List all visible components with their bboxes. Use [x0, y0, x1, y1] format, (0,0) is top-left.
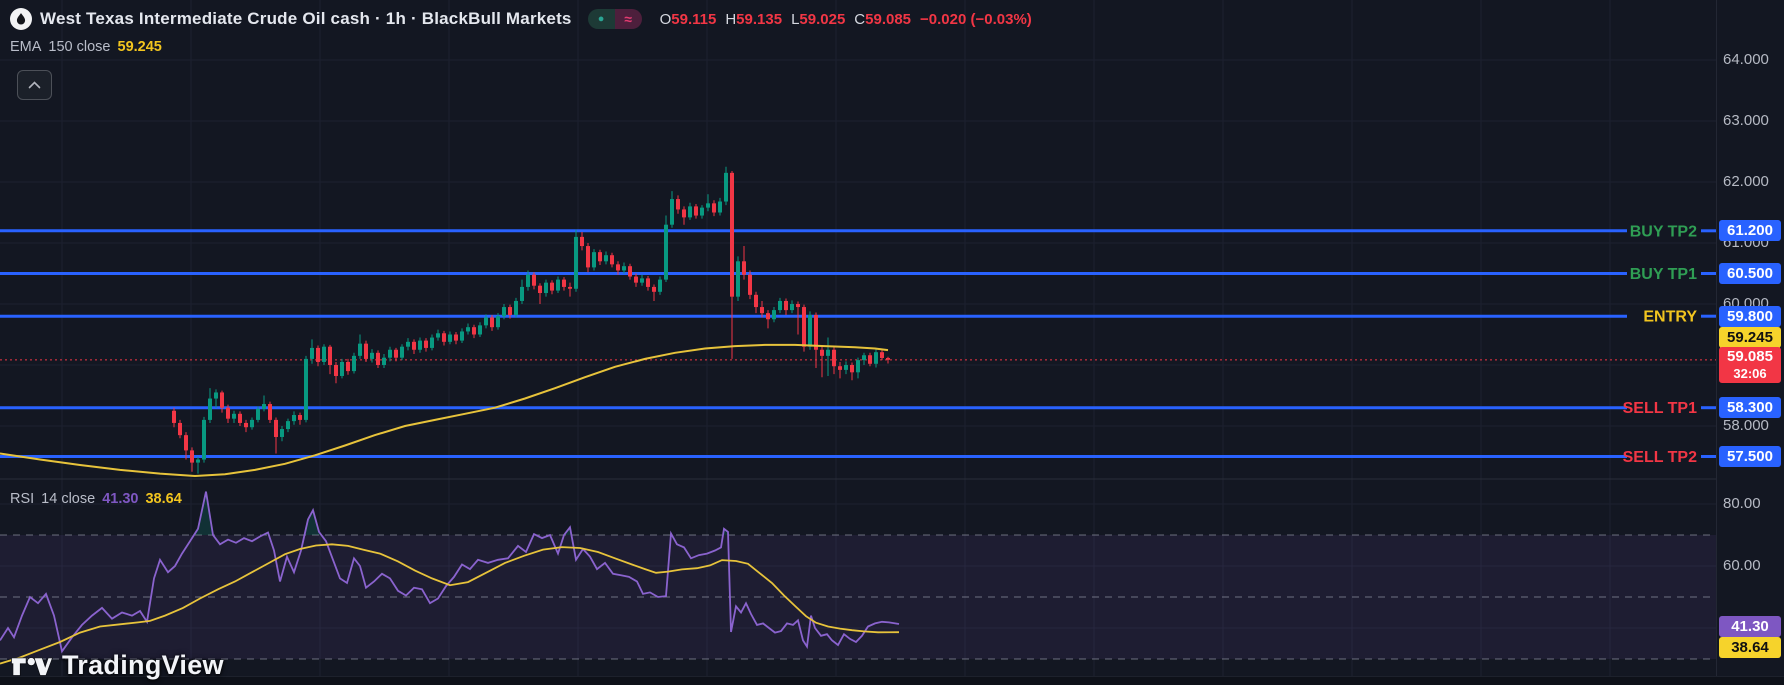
- ohlc-pair: L59.025: [791, 11, 845, 28]
- axis-tick: 62.000: [1723, 173, 1769, 190]
- ema-legend-params: 150 close: [48, 39, 111, 55]
- pane-collapse-button[interactable]: [17, 70, 52, 100]
- ohlc-key: L: [791, 10, 800, 28]
- level-label-entry: ENTRY: [1643, 309, 1697, 326]
- axis-tick: 64.000: [1723, 51, 1769, 68]
- rsi-ma-legend-value: 38.64: [145, 491, 182, 507]
- axis-tick: 63.000: [1723, 112, 1769, 129]
- rsi-line: [0, 491, 900, 654]
- rsi-legend-value: 41.30: [102, 491, 139, 507]
- last-price-label[interactable]: 59.085 32:06: [1719, 347, 1781, 383]
- oil-drop-icon: [10, 8, 32, 30]
- ohlc-value: 59.115: [671, 10, 717, 28]
- rsi-legend-params: 14 close: [41, 491, 96, 507]
- countdown-timer: 32:06: [1733, 365, 1767, 381]
- level-label-buy-tp2: BUY TP2: [1630, 223, 1697, 240]
- ohlc-key: C: [854, 10, 866, 28]
- rsi-price-label-value: 41.30: [1731, 617, 1769, 635]
- level-label-sell-tp2: SELL TP2: [1623, 449, 1697, 466]
- level-label-sell-tp1: SELL TP1: [1623, 400, 1697, 417]
- level-price-label-buy-tp1[interactable]: 60.500: [1719, 263, 1781, 284]
- ohlc-pair: H59.135: [725, 11, 782, 28]
- tradingview-watermark[interactable]: TradingView: [10, 650, 224, 681]
- tradingview-logo-icon: [11, 656, 54, 676]
- level-price-label-buy-tp1-value: 60.500: [1727, 265, 1773, 282]
- time-axis-strip[interactable]: [0, 676, 1784, 685]
- watermark-text: TradingView: [62, 650, 224, 680]
- market-status-pill[interactable]: ● ≈: [587, 9, 642, 29]
- rsi-ma-price-label[interactable]: 38.64: [1719, 636, 1781, 658]
- level-price-label-sell-tp1-value: 58.300: [1727, 399, 1773, 417]
- chart-svg: BUY TP2 BUY TP1 ENTRY SELL TP1 SELL TP2: [0, 0, 1716, 676]
- symbol-header: West Texas Intermediate Crude Oil cash ·…: [10, 8, 1032, 30]
- level-price-label-sell-tp2-value: 57.500: [1727, 448, 1773, 465]
- ohlc-key: O: [659, 10, 672, 28]
- level-price-label-sell-tp1[interactable]: 58.300: [1719, 397, 1781, 419]
- chart-canvas[interactable]: BUY TP2 BUY TP1 ENTRY SELL TP1 SELL TP2: [0, 0, 1716, 676]
- level-label-buy-tp1: BUY TP1: [1630, 266, 1697, 283]
- ema-price-label[interactable]: 59.245: [1719, 326, 1781, 348]
- realtime-dot-icon: ●: [597, 12, 605, 25]
- chevron-up-icon: [28, 81, 41, 89]
- level-price-label-buy-tp2[interactable]: 61.200: [1719, 220, 1781, 242]
- axis-tick: 58.000: [1723, 417, 1769, 434]
- ema-price-label-value: 59.245: [1727, 328, 1773, 346]
- delayed-data-icon: ≈: [624, 11, 632, 27]
- ohlc-pair: O59.115: [660, 11, 717, 28]
- ohlc-value: 59.085: [865, 10, 912, 28]
- price-scale[interactable]: 64.000 63.000 62.000 61.000 60.000 58.000 80.0…: [1716, 0, 1784, 676]
- level-price-label-buy-tp2-value: 61.200: [1727, 222, 1773, 240]
- rsi-ma-price-label-value: 38.64: [1731, 638, 1769, 656]
- ohlc-value: 59.025: [799, 10, 846, 28]
- ema-legend-name: EMA: [10, 39, 42, 55]
- rsi-legend[interactable]: RSI 14 close 41.30 38.64: [10, 491, 182, 507]
- ema-legend[interactable]: EMA 150 close 59.245: [10, 39, 162, 55]
- ema-legend-value: 59.245: [117, 39, 162, 55]
- ema-line: [0, 343, 889, 478]
- ohlc-values: O59.115 H59.135 L59.025 C59.085 −0.020 (−0.0…: [660, 11, 1032, 28]
- axis-tick: 60.00: [1723, 557, 1761, 574]
- level-price-label-entry[interactable]: 59.800: [1719, 305, 1781, 327]
- last-price-label-value: 59.085: [1727, 348, 1773, 366]
- rsi-legend-name: RSI: [10, 491, 35, 507]
- ohlc-key: H: [725, 10, 737, 28]
- ohlc-value: 59.135: [736, 10, 783, 28]
- ohlc-pair: C59.085: [854, 11, 911, 28]
- symbol-title[interactable]: West Texas Intermediate Crude Oil cash ·…: [40, 9, 572, 28]
- price-change: −0.020 (−0.03%): [920, 10, 1032, 28]
- level-price-label-sell-tp2[interactable]: 57.500: [1719, 446, 1781, 467]
- level-price-label-entry-value: 59.800: [1727, 307, 1773, 325]
- rsi-ma-line: [0, 543, 900, 665]
- rsi-price-label[interactable]: 41.30: [1719, 615, 1781, 637]
- axis-tick: 80.00: [1723, 495, 1761, 512]
